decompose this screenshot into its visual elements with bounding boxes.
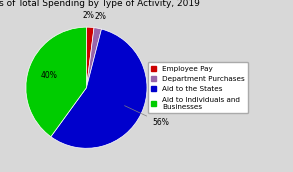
Text: 2%: 2% — [94, 12, 106, 21]
Wedge shape — [86, 28, 101, 88]
Text: 2%: 2% — [0, 171, 1, 172]
Text: 40%: 40% — [40, 71, 57, 80]
Text: 56%: 56% — [0, 171, 1, 172]
Wedge shape — [26, 27, 86, 137]
Legend: Employee Pay, Department Purchases, Aid to the States, Aid to Individuals and
Bu: Employee Pay, Department Purchases, Aid … — [148, 62, 248, 113]
Wedge shape — [51, 29, 147, 148]
Text: 56%: 56% — [125, 106, 169, 127]
Text: 2%: 2% — [83, 11, 95, 20]
Title: Department of Housing and Urban Development
Shares of Total Spending by Type of : Department of Housing and Urban Developm… — [0, 0, 200, 8]
Wedge shape — [86, 27, 94, 88]
Text: 2%: 2% — [0, 171, 1, 172]
Text: 40%: 40% — [0, 171, 1, 172]
